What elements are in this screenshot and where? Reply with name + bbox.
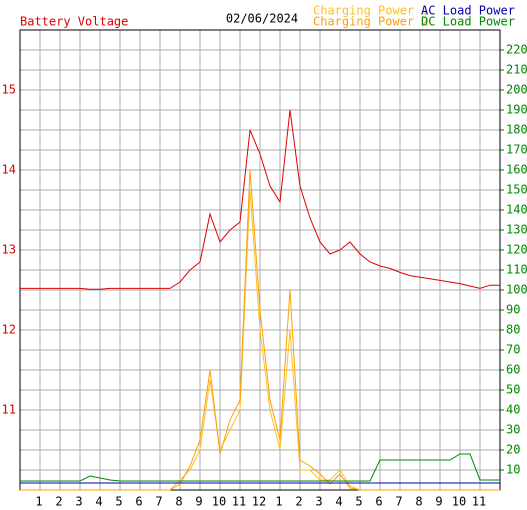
x-tick-label: 1 — [35, 495, 42, 509]
series-line — [20, 109, 500, 290]
x-tick-label: 11 — [232, 495, 246, 509]
y-tick-label: 13 — [2, 243, 16, 257]
y2-tick-label: 30 — [506, 423, 520, 437]
y2-tick-label: 220 — [506, 43, 527, 57]
y2-tick-label: 60 — [506, 363, 520, 377]
y2-tick-label: 100 — [506, 283, 527, 297]
y2-tick-label: 80 — [506, 323, 520, 337]
y-tick-label: 14 — [2, 163, 16, 177]
x-tick-label: 10 — [452, 495, 466, 509]
y2-tick-label: 150 — [506, 183, 527, 197]
series-line — [20, 169, 500, 491]
y2-tick-label: 170 — [506, 143, 527, 157]
x-tick-label: 1 — [275, 495, 282, 509]
y2-tick-label: 210 — [506, 63, 527, 77]
x-tick-label: 12 — [252, 495, 266, 509]
x-tick-label: 7 — [395, 495, 402, 509]
series-line — [20, 453, 500, 482]
y-tick-label: 11 — [2, 403, 16, 417]
x-tick-label: 2 — [55, 495, 62, 509]
x-tick-label: 11 — [472, 495, 486, 509]
x-tick-label: 2 — [295, 495, 302, 509]
legend-entry: Charging Power 2 — [313, 15, 429, 29]
x-tick-label: 5 — [355, 495, 362, 509]
x-tick-label: 4 — [335, 495, 342, 509]
x-tick-label: 7 — [155, 495, 162, 509]
x-tick-label: 6 — [375, 495, 382, 509]
y2-tick-label: 70 — [506, 343, 520, 357]
legend-entry: DC Load Power — [421, 15, 515, 29]
x-tick-label: 3 — [75, 495, 82, 509]
y2-tick-label: 160 — [506, 163, 527, 177]
y2-tick-label: 40 — [506, 403, 520, 417]
chart-title: 02/06/2024 — [226, 12, 298, 26]
y-tick-label: 12 — [2, 323, 16, 337]
plot-frame — [19, 29, 501, 491]
y2-tick-label: 130 — [506, 223, 527, 237]
x-tick-label: 9 — [435, 495, 442, 509]
x-tick-label: 3 — [315, 495, 322, 509]
y2-tick-label: 10 — [506, 463, 520, 477]
legend-entry: Charging Power 1 — [313, 4, 429, 18]
legend-entry: AC Load Power — [421, 4, 515, 18]
y2-tick-label: 120 — [506, 243, 527, 257]
x-tick-label: 8 — [415, 495, 422, 509]
x-tick-label: 6 — [135, 495, 142, 509]
x-tick-label: 10 — [212, 495, 226, 509]
y2-tick-label: 90 — [506, 303, 520, 317]
y-tick-label: 15 — [2, 83, 16, 97]
y2-tick-label: 200 — [506, 83, 527, 97]
y2-tick-label: 190 — [506, 103, 527, 117]
x-tick-label: 9 — [195, 495, 202, 509]
y2-tick-label: 140 — [506, 203, 527, 217]
y2-tick-label: 50 — [506, 383, 520, 397]
y2-tick-label: 20 — [506, 443, 520, 457]
x-tick-label: 4 — [95, 495, 102, 509]
y2-tick-label: 110 — [506, 263, 527, 277]
x-tick-label: 8 — [175, 495, 182, 509]
x-tick-label: 5 — [115, 495, 122, 509]
legend-entry: Battery Voltage — [20, 15, 128, 29]
y2-tick-label: 180 — [506, 123, 527, 137]
